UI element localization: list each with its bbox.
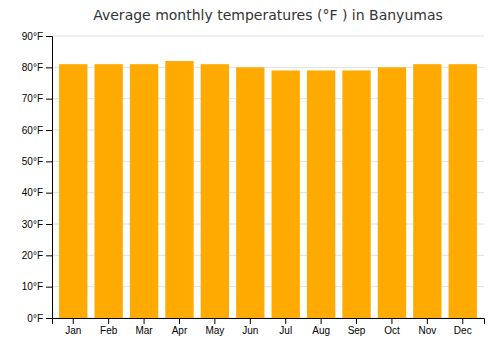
chart: 0°F 10°F 20°F 30°F 40°F 50°F 60°F 70°F 80°F 90°F J… [0,0,500,350]
tick-mark [46,255,52,256]
tick-mark [46,287,52,288]
tick: 10°F [22,281,52,292]
tick-label: Apr [172,325,188,336]
tick: Jul [279,318,292,336]
tick-mark [250,318,251,324]
tick: 70°F [22,93,52,104]
tick: 0°F [27,313,52,324]
tick-mark [321,318,322,324]
tick-mark [46,161,52,162]
grid [52,36,484,318]
tick: Mar [135,318,153,336]
tick: May [205,318,224,336]
tick-label: 70°F [22,93,43,104]
tick-mark [391,318,392,324]
tick-mark [462,318,463,324]
tick: Sep [348,318,366,336]
x-axis: Jan Feb Mar Apr May Jun Jul Aug Sep Oct Nov Dec [53,318,485,336]
bar [94,64,122,318]
tick-mark [46,193,52,194]
tick-label: Aug [312,325,330,336]
tick-mark [108,318,109,324]
plot: 0°F 10°F 20°F 30°F 40°F 50°F 60°F 70°F 80°F 90°F J… [22,31,485,336]
tick-label: 90°F [22,31,43,42]
tick-label: 0°F [27,313,43,324]
tick: 30°F [22,219,52,230]
axis-line [46,37,53,319]
tick-label: 10°F [22,281,43,292]
bar [272,70,300,318]
axis-line [53,319,485,325]
tick-label: 60°F [22,125,43,136]
tick: Apr [172,318,188,336]
bar [59,64,87,318]
tick: 20°F [22,250,52,261]
tick-label: Feb [100,325,118,336]
tick-mark [427,318,428,324]
tick-label: Jun [242,325,258,336]
grid-line [52,36,484,37]
tick-label: Jan [65,325,81,336]
tick-label: May [205,325,224,336]
tick: 40°F [22,187,52,198]
tick-mark [214,318,215,324]
bar [130,64,158,318]
tick-label: Dec [454,325,472,336]
bar [165,61,193,318]
tick-mark [285,318,286,324]
tick: Aug [312,318,330,336]
tick-mark [144,318,145,324]
tick-label: Oct [384,325,400,336]
bar [449,64,477,318]
tick-label: Sep [348,325,366,336]
tick-label: Jul [279,325,292,336]
tick: 50°F [22,156,52,167]
tick-mark [179,318,180,324]
bar [413,64,441,318]
tick: 90°F [22,31,52,42]
tick-label: 30°F [22,219,43,230]
tick-mark [356,318,357,324]
tick-label: 80°F [22,62,43,73]
tick-label: 20°F [22,250,43,261]
tick-mark [46,36,52,37]
bar [378,67,406,318]
tick: Nov [418,318,436,336]
bar [307,70,335,318]
tick: Jun [242,318,258,336]
tick-mark [46,224,52,225]
title: Average monthly temperatures (°F ) in Ba… [93,7,443,23]
tick-mark [46,67,52,68]
bar [342,70,370,318]
tick: Dec [454,318,472,336]
tick: Oct [384,318,400,336]
tick-label: Mar [135,325,153,336]
tick-mark [73,318,74,324]
y-axis: 0°F 10°F 20°F 30°F 40°F 50°F 60°F 70°F 80°F 90°F [22,31,53,324]
tick-label: 50°F [22,156,43,167]
tick: 60°F [22,125,52,136]
tick-label: 40°F [22,187,43,198]
tick-label: Nov [418,325,436,336]
tick: 80°F [22,62,52,73]
bar [236,67,264,318]
bar [201,64,229,318]
tick-mark [46,130,52,131]
tick-mark [46,318,52,319]
tick: Feb [100,318,118,336]
bars [59,61,477,318]
tick-mark [46,99,52,100]
tick: Jan [65,318,81,336]
